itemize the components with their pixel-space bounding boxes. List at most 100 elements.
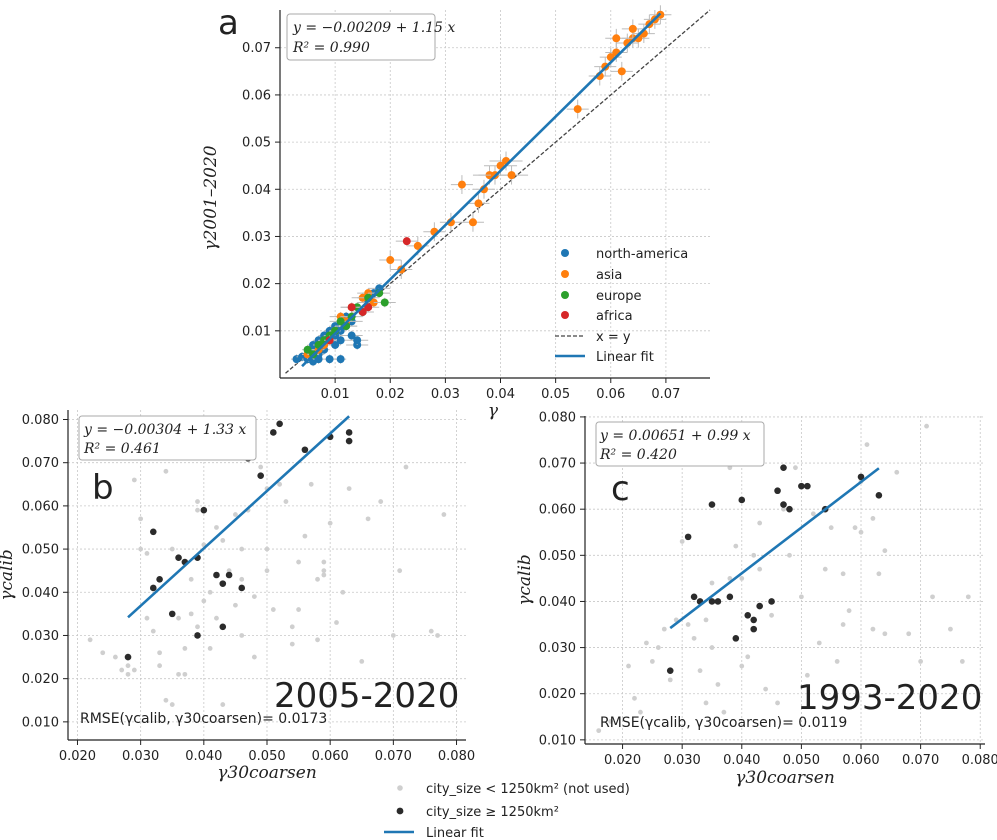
panel-c-fit-group	[669, 467, 880, 630]
point-not-used	[182, 671, 188, 677]
point-not-used	[214, 615, 219, 621]
point-not-used	[787, 552, 792, 558]
point-not-used	[804, 672, 810, 678]
y-tick-label: 0.050	[22, 543, 59, 558]
point-not-used	[798, 594, 804, 600]
x-tick-label: 0.060	[312, 749, 349, 764]
x-tick-label: 0.030	[664, 753, 701, 768]
point-not-used	[239, 576, 245, 582]
point-not-used	[733, 543, 739, 549]
point-asia	[457, 180, 466, 189]
point-africa	[364, 303, 373, 312]
x-tick-label: 0.04	[486, 387, 515, 402]
panel-a-legend: north-america asia europe africa x = y L…	[555, 247, 688, 365]
point-used	[168, 610, 176, 618]
point-not-used	[948, 626, 953, 632]
x-tick-label: 0.040	[723, 753, 760, 768]
panel-a-grid	[280, 10, 710, 378]
legend-africa-marker	[561, 311, 569, 319]
point-used	[156, 576, 163, 583]
point-europe	[303, 345, 312, 354]
y-tick-label: 0.03	[242, 230, 271, 245]
point-not-used	[667, 677, 673, 683]
x-tick-label: 0.05	[541, 387, 570, 402]
legend-not-used-label: city_size < 1250km² (not used)	[426, 782, 630, 797]
point-north-america	[325, 355, 334, 364]
point-asia	[474, 199, 483, 208]
point-not-used	[315, 576, 320, 582]
point-asia	[507, 171, 516, 180]
x-tick-label: 0.02	[376, 387, 405, 402]
point-europe	[380, 298, 389, 307]
x-tick-label: 0.050	[248, 749, 285, 764]
point-not-used	[138, 516, 144, 522]
point-not-used	[201, 598, 207, 604]
x-tick-label: 0.01	[321, 387, 350, 402]
y-tick-label: 0.040	[22, 586, 59, 601]
point-not-used	[679, 539, 685, 544]
point-not-used	[810, 511, 816, 517]
point-used	[780, 464, 787, 471]
panel-b-y-label: γcalib	[0, 549, 17, 601]
point-used	[690, 593, 698, 601]
point-used	[219, 623, 227, 631]
point-used	[213, 571, 220, 579]
point-not-used	[239, 633, 245, 638]
point-not-used	[691, 635, 697, 641]
point-not-used	[632, 695, 637, 701]
point-used	[738, 496, 746, 504]
point-not-used	[195, 499, 200, 504]
y-tick-label: 0.020	[539, 687, 576, 702]
x-tick-label: 0.070	[902, 753, 939, 768]
point-not-used	[251, 594, 257, 599]
point-north-america	[353, 336, 362, 345]
point-not-used	[864, 442, 870, 448]
point-used	[200, 506, 208, 514]
y-tick-label: 0.04	[242, 183, 271, 198]
point-not-used	[131, 477, 137, 483]
point-not-used	[308, 481, 314, 487]
y-tick-label: 0.050	[539, 549, 576, 564]
point-used	[875, 492, 883, 499]
point-not-used	[882, 631, 888, 637]
point-not-used	[327, 520, 333, 526]
point-not-used	[321, 572, 327, 578]
point-not-used	[296, 559, 301, 565]
point-used	[175, 554, 182, 562]
point-not-used	[131, 667, 137, 673]
panel-a-ticks: 0.01 0.02 0.03 0.04 0.05 0.06 0.07 0.01 0.02 0.03…	[242, 41, 680, 402]
point-used	[124, 653, 132, 661]
panel-b-years: 2005-2020	[274, 676, 459, 716]
y-tick-label: 0.02	[242, 277, 271, 292]
point-used	[750, 625, 758, 633]
point-not-used	[251, 654, 257, 660]
x-tick-label: 0.080	[438, 749, 475, 764]
panel-c-x-label: γ30coarsen	[735, 768, 835, 788]
panel-a-x-label: γ	[488, 401, 499, 421]
panel-c-rmse: RMSE(γcalib, γ30coarsen)= 0.0119	[600, 715, 847, 731]
point-not-used	[655, 645, 661, 650]
panel-a-label: a	[218, 3, 239, 43]
panel-b-x-label: γ30coarsen	[217, 763, 317, 783]
point-asia	[612, 34, 621, 43]
legend-shared-fit-label: Linear fit	[426, 826, 484, 840]
point-not-used	[751, 552, 757, 558]
point-not-used	[757, 520, 763, 526]
point-europe	[336, 317, 345, 326]
point-not-used	[428, 628, 434, 634]
point-not-used	[233, 512, 238, 517]
point-used	[194, 632, 201, 639]
point-not-used	[112, 654, 118, 660]
point-not-used	[182, 646, 188, 651]
legend-europe-label: europe	[596, 289, 642, 304]
point-not-used	[840, 622, 846, 627]
point-not-used	[965, 594, 971, 600]
point-not-used	[100, 650, 106, 656]
point-used	[768, 598, 775, 605]
point-used	[270, 429, 277, 436]
point-used	[684, 533, 692, 541]
point-not-used	[207, 646, 213, 651]
point-not-used	[626, 663, 631, 669]
point-not-used	[852, 525, 858, 531]
